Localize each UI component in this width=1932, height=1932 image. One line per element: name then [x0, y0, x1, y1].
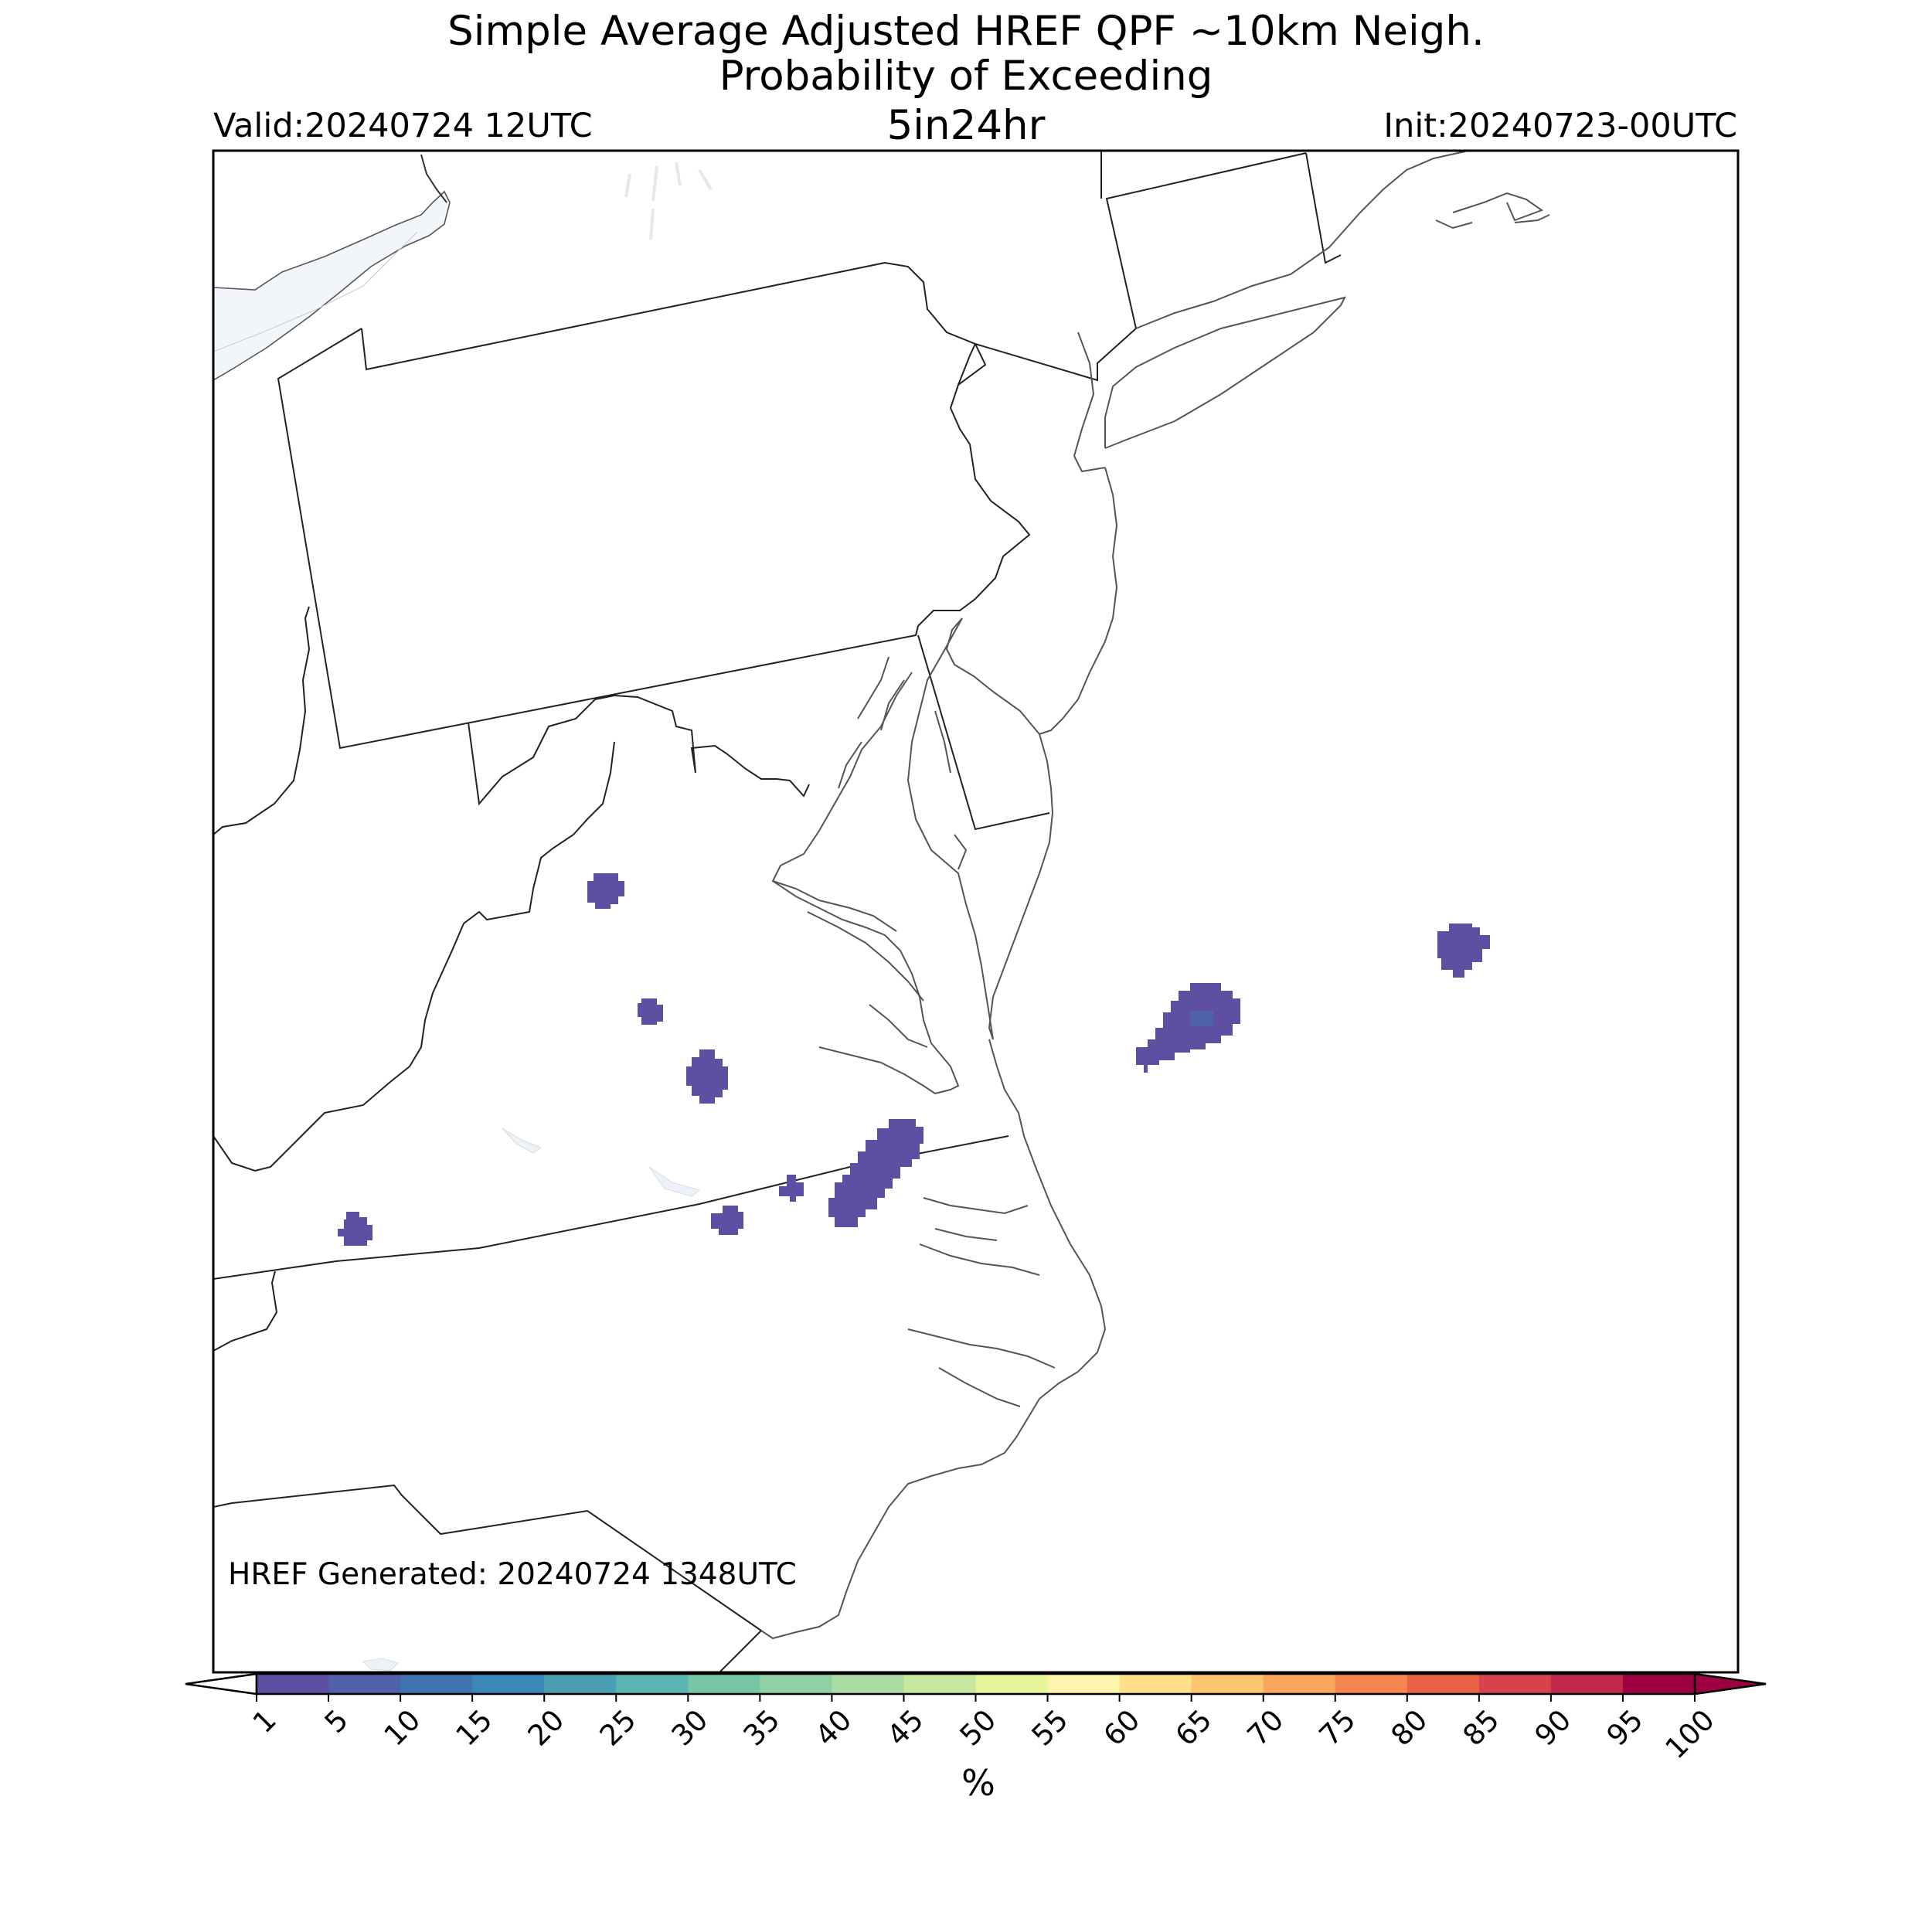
nc-west-border [213, 1270, 278, 1352]
potomac-river [772, 880, 897, 932]
lake-divider [213, 231, 418, 352]
generated-time: HREF Generated: 20240724 1348UTC [228, 1557, 797, 1592]
reservoir-3 [362, 1658, 399, 1672]
colorbar-unit-label: % [961, 1762, 995, 1804]
colorbar-cell [1550, 1674, 1624, 1694]
reservoir-1 [502, 1128, 543, 1154]
colorbar-over-arrow [1693, 1672, 1767, 1696]
bay-inlets [838, 656, 968, 870]
prob-area-va-southwest [338, 1212, 372, 1246]
ny-coast-north [1073, 332, 1106, 473]
chesapeake-east [906, 617, 994, 1040]
ct-coast [1135, 151, 1469, 329]
colorbar-cell [616, 1674, 689, 1694]
islands [1435, 214, 1550, 230]
lake-ontario-shore [420, 154, 447, 203]
colorbar-cell [1191, 1674, 1264, 1694]
york-river [869, 1004, 928, 1048]
map-canvas [213, 151, 1550, 1672]
prob-area-atlantic-offshore-core [1190, 1011, 1213, 1026]
prob-area-wv-east [587, 873, 624, 909]
colorbar-cell [1263, 1674, 1336, 1694]
colorbar-cell [1335, 1674, 1408, 1694]
colorbar-cell [544, 1674, 617, 1694]
chesapeake-west [771, 672, 932, 1044]
pamlico-sound [907, 1328, 1056, 1407]
state-borders [213, 151, 1342, 1672]
colorbar [185, 1672, 1767, 1702]
map-frame [212, 149, 1740, 1674]
colorbar-cell [688, 1674, 760, 1694]
long-island-coast [1104, 296, 1346, 449]
probability-areas [338, 873, 1490, 1246]
colorbar-cell [257, 1674, 329, 1694]
bay-mouth [930, 1039, 1005, 1090]
prob-area-atlantic-offshore [1136, 983, 1240, 1073]
colorbar-under-arrow [185, 1672, 258, 1696]
connecticut-border [1305, 152, 1342, 264]
west-virginia-border [213, 606, 311, 835]
prob-area-atlantic-far [1437, 923, 1490, 978]
colorbar-cell [472, 1674, 545, 1694]
ny-nj-border [975, 152, 1307, 382]
ny-finger-lakes [624, 162, 713, 240]
nj-coast [1039, 467, 1118, 735]
james-river [818, 1046, 951, 1095]
colorbar-cell [1047, 1674, 1121, 1694]
sc-coast-line [718, 1630, 762, 1672]
nc-sc-border [213, 1484, 762, 1631]
albemarle-sound [919, 1197, 1040, 1276]
prob-area-va-piedmont [686, 1049, 728, 1104]
colorbar-cell [1406, 1674, 1480, 1694]
nc-outer-banks [957, 1089, 1107, 1469]
colorbar-cell [975, 1674, 1049, 1694]
reservoir-2 [648, 1166, 701, 1197]
prob-area-va-southside [711, 1206, 743, 1235]
delaware-border [917, 634, 1050, 831]
wv-va-border [213, 741, 615, 1172]
colorbar-cell [760, 1674, 832, 1694]
pennsylvania-border [277, 261, 1031, 750]
prob-area-va-central-small [638, 998, 663, 1025]
colorbar-cell [1622, 1674, 1696, 1694]
valid-time: Valid:20240724 12UTC [213, 107, 593, 145]
nc-south-coast [760, 1468, 959, 1640]
cape-cod-coast [1452, 192, 1544, 222]
lake-erie [213, 190, 451, 381]
prob-area-va-nc-large [828, 1119, 923, 1227]
title-line-3: 5in24hr [886, 102, 1046, 149]
colorbar-cell [903, 1674, 977, 1694]
colorbar-cell [400, 1674, 473, 1694]
prob-area-va-nc-small [779, 1175, 804, 1202]
colorbar-cell [328, 1674, 401, 1694]
delmarva-coast [988, 812, 1053, 1040]
maryland-wv-border [468, 694, 810, 806]
coastlines [760, 151, 1550, 1640]
title-line-2: Probability of Exceeding [719, 53, 1213, 100]
init-time: Init:20240723-00UTC [1383, 107, 1737, 145]
colorbar-cell [1119, 1674, 1192, 1694]
colorbar-cell [1478, 1674, 1552, 1694]
new-jersey-west [957, 343, 976, 386]
delaware-bay [945, 617, 1053, 814]
rappahannock-river [807, 911, 924, 1002]
title-line-1: Simple Average Adjusted HREF QPF ~10km N… [447, 8, 1485, 55]
colorbar-cell [832, 1674, 905, 1694]
